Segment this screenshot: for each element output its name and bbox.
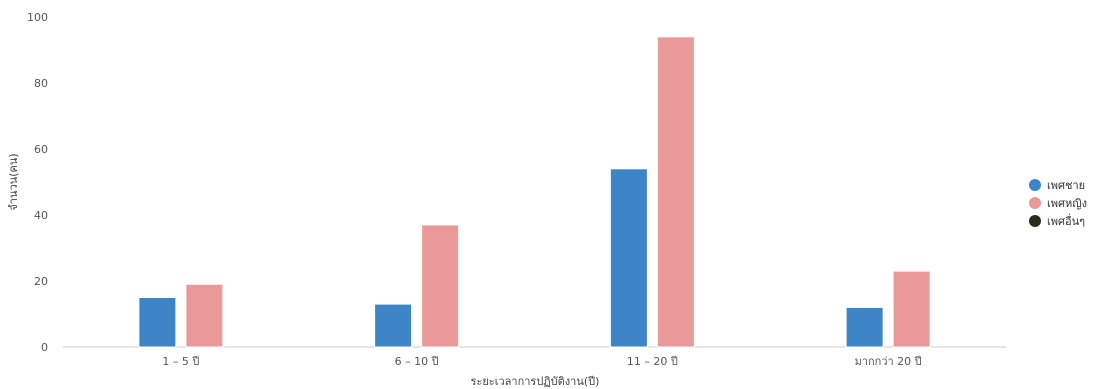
- y-axis-title: จำนวน(คน): [7, 153, 20, 210]
- bar-female[interactable]: [892, 270, 931, 348]
- y-tick-label: 80: [34, 77, 48, 90]
- bar-female[interactable]: [656, 36, 695, 348]
- bar-male[interactable]: [374, 303, 413, 348]
- legend-marker: [1029, 197, 1041, 209]
- x-axis-ticks: 1 – 5 ปี 6 – 10 ปี 11 – 20 ปี มากกว่า 20 ปี: [162, 355, 921, 368]
- legend-item[interactable]: เพศอื่นๆ: [1029, 213, 1085, 228]
- y-tick-label: 60: [34, 143, 48, 156]
- bars: [138, 36, 931, 348]
- legend-label: เพศชาย: [1047, 179, 1085, 192]
- x-tick-label: 1 – 5 ปี: [162, 355, 199, 368]
- y-tick-label: 20: [34, 275, 48, 288]
- bar-male[interactable]: [845, 306, 884, 348]
- y-tick-label: 0: [41, 341, 48, 354]
- legend-marker: [1029, 215, 1041, 227]
- x-tick-label: 11 – 20 ปี: [627, 355, 678, 368]
- bar-male[interactable]: [609, 168, 648, 348]
- x-tick-label: 6 – 10 ปี: [395, 355, 439, 368]
- y-tick-label: 40: [34, 209, 48, 222]
- y-axis-ticks: 0 20 40 60 80 100: [27, 11, 48, 354]
- legend-item[interactable]: เพศชาย: [1029, 179, 1085, 192]
- bar-female[interactable]: [421, 224, 460, 348]
- legend-item[interactable]: เพศหญิง: [1029, 197, 1087, 210]
- legend-label: เพศหญิง: [1047, 197, 1087, 210]
- x-tick-label: มากกว่า 20 ปี: [855, 355, 922, 368]
- x-axis-title: ระยะเวลาการปฏิบัติงาน(ปี): [471, 375, 600, 388]
- y-tick-label: 100: [27, 11, 48, 24]
- bar-male[interactable]: [138, 297, 177, 348]
- legend-marker: [1029, 179, 1041, 191]
- bar-female[interactable]: [185, 283, 224, 348]
- legend-label: เพศอื่นๆ: [1047, 213, 1085, 228]
